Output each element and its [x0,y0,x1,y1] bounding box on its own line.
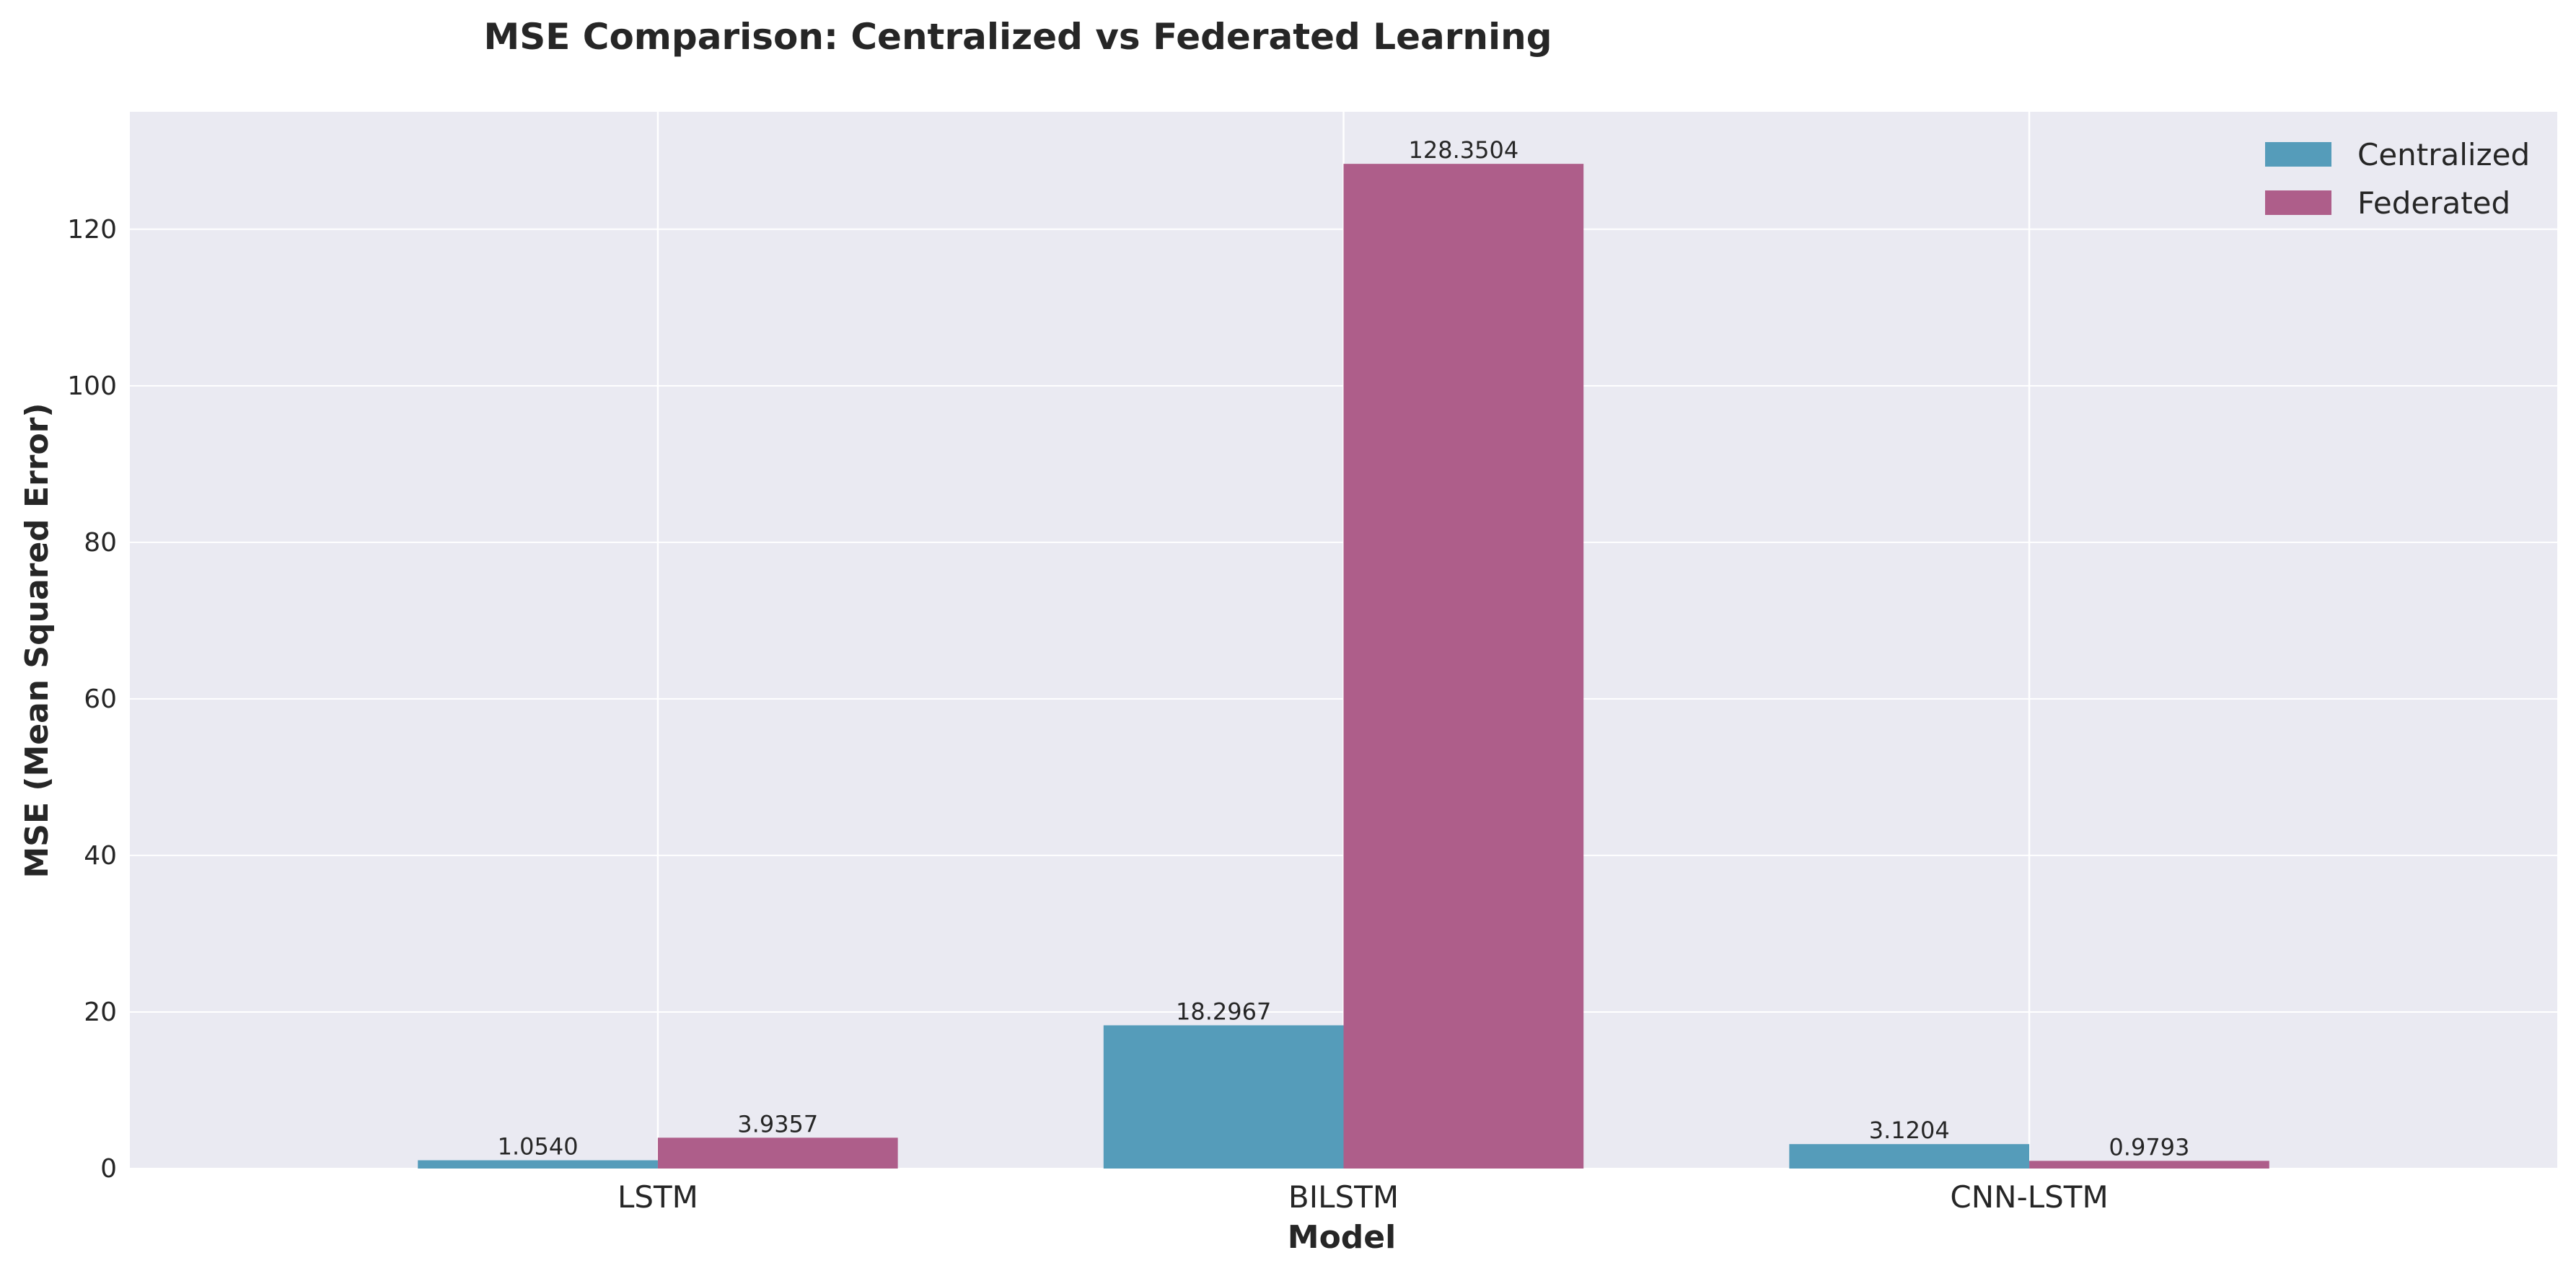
y-tick-label: 120 [67,215,117,245]
bar-centralized-lstm [418,1160,658,1169]
legend: Centralized Federated [2265,137,2530,221]
data-label-centralized-lstm: 1.0540 [498,1133,579,1161]
x-axis-label: Model [1288,1219,1396,1256]
y-tick-label: 20 [84,998,117,1027]
y-tick-label: 100 [67,371,117,401]
data-label-federated-bilstm: 128.3504 [1409,136,1519,164]
bar-centralized-cnn-lstm [1789,1144,2030,1169]
data-label-centralized-cnn-lstm: 3.1204 [1869,1117,1950,1144]
bar-centralized-bilstm [1103,1025,1344,1169]
data-label-centralized-bilstm: 18.2967 [1176,998,1271,1025]
legend-label-federated: Federated [2357,185,2510,221]
x-tick-label-lstm: LSTM [617,1179,698,1215]
bar-federated-lstm [657,1138,898,1169]
x-tick-labels: LSTM BILSTM CNN-LSTM [617,1179,2109,1215]
x-tick-label-bilstm: BILSTM [1288,1179,1399,1215]
data-labels: 1.0540 18.2967 3.1204 3.9357 128.3504 0.9793 [498,136,2190,1161]
y-tick-label: 80 [84,528,117,558]
bars [418,164,2269,1169]
bar-federated-bilstm [1343,164,1584,1169]
y-tick-label: 0 [100,1154,117,1184]
y-tick-labels: 0 20 40 60 80 100 120 [67,215,117,1184]
legend-swatch-centralized [2265,142,2331,167]
legend-label-centralized: Centralized [2357,137,2530,172]
legend-swatch-federated [2265,190,2331,215]
data-label-federated-lstm: 3.9357 [737,1110,818,1138]
y-tick-label: 40 [84,841,117,871]
y-tick-label: 60 [84,685,117,714]
chart-title: MSE Comparison: Centralized vs Federated… [483,16,1552,58]
data-label-federated-cnn-lstm: 0.9793 [2109,1133,2189,1161]
bar-federated-cnn-lstm [2029,1161,2269,1169]
x-tick-label-cnn-lstm: CNN-LSTM [1950,1179,2108,1215]
y-axis-label: MSE (Mean Squared Error) [19,403,56,879]
